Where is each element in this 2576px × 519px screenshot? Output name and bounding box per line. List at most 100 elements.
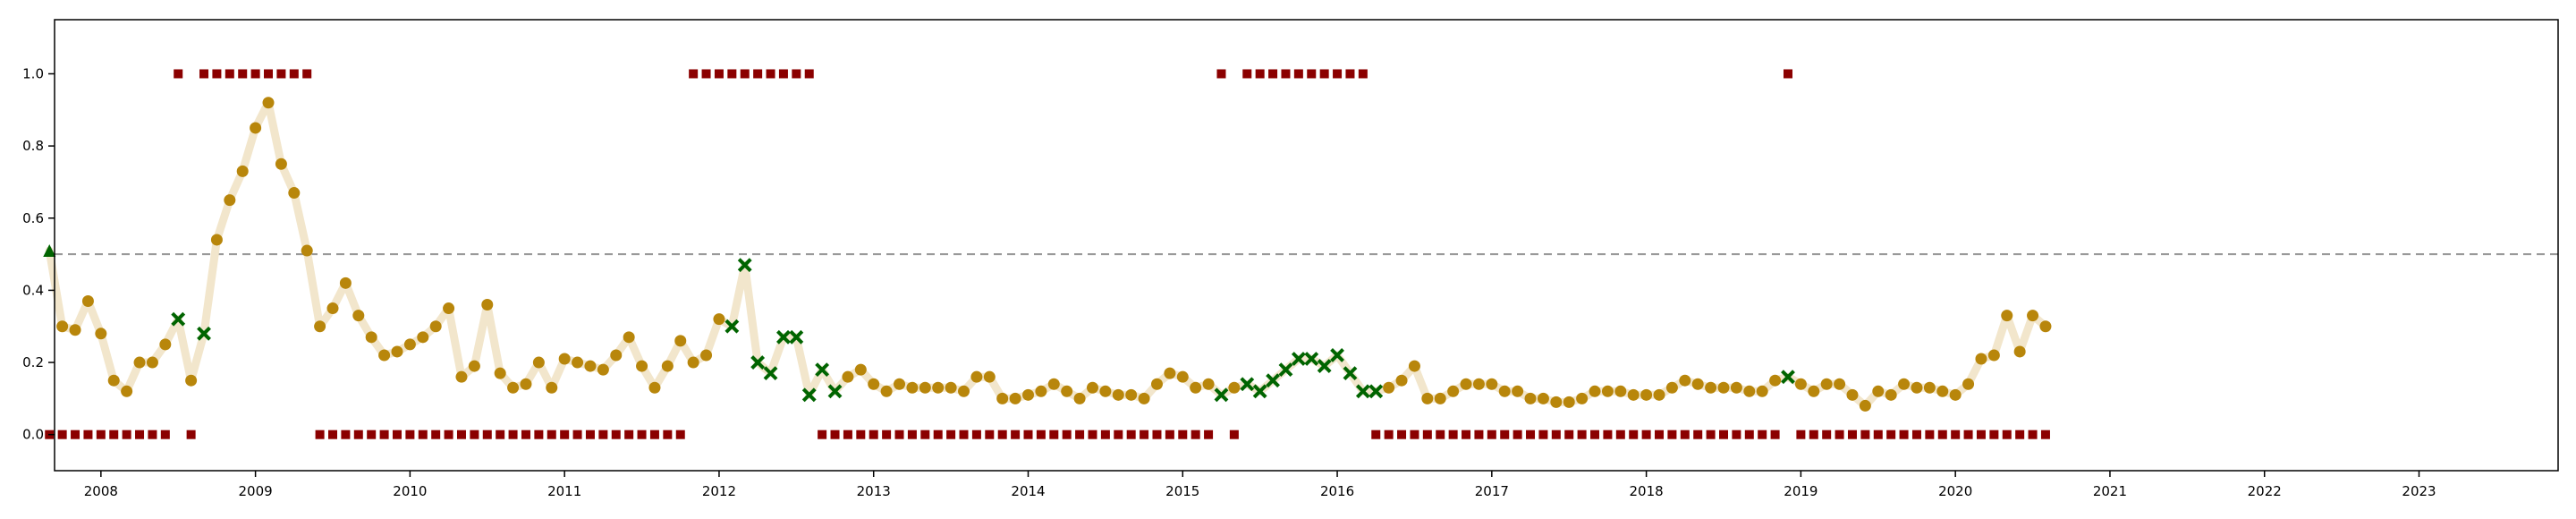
label-marker (1783, 69, 1792, 79)
score-point (69, 324, 81, 336)
score-point (1486, 378, 1498, 390)
label-marker (1899, 430, 1909, 439)
label-marker (1551, 430, 1561, 439)
label-marker (1293, 69, 1303, 79)
score-point (1421, 392, 1434, 404)
label-marker (1641, 430, 1651, 439)
x-tick-label: 2015 (1165, 483, 1199, 499)
score-point (1665, 381, 1678, 394)
score-point (2039, 320, 2052, 333)
score-point (1150, 378, 1163, 390)
label-marker (1719, 430, 1728, 439)
flagged-point (1252, 384, 1267, 399)
score-point (1022, 388, 1034, 401)
score-point (1447, 385, 1460, 397)
label-marker (1526, 430, 1536, 439)
flagged-point (763, 366, 778, 381)
label-marker (1036, 430, 1046, 439)
label-marker (379, 430, 389, 439)
score-point (250, 122, 262, 134)
label-marker (753, 69, 763, 79)
flagged-point (1355, 384, 1370, 399)
score-point (121, 385, 133, 397)
label-marker (1513, 430, 1522, 439)
flagged-point (1214, 387, 1229, 403)
score-point (1434, 392, 1446, 404)
label-marker (1732, 430, 1741, 439)
score-point (236, 165, 249, 177)
label-marker (560, 430, 570, 439)
flagged-point-stroke (827, 384, 843, 399)
score-point (932, 381, 945, 394)
label-marker (341, 430, 351, 439)
label-marker (985, 430, 995, 439)
score-point (1936, 385, 1949, 397)
label-marker (367, 430, 377, 439)
label-marker (804, 69, 814, 79)
label-marker (547, 430, 556, 439)
label-marker (1255, 69, 1265, 79)
score-point (700, 349, 713, 362)
label-marker (122, 430, 131, 439)
label-marker (598, 430, 608, 439)
label-marker (1204, 430, 1214, 439)
label-marker (792, 69, 801, 79)
score-point (314, 320, 326, 333)
score-point (81, 294, 94, 307)
score-point (1524, 392, 1537, 404)
flagged-point (1330, 348, 1344, 362)
label-marker (1268, 69, 1278, 79)
label-marker (71, 430, 80, 439)
label-marker (1860, 430, 1870, 439)
score-point (1834, 378, 1846, 390)
score-point (532, 356, 545, 369)
score-point (1962, 378, 1975, 390)
label-marker (920, 430, 930, 439)
score-point (1717, 381, 1730, 394)
plot-frame (54, 19, 2559, 472)
y-tick-label: 0.6 (22, 210, 44, 226)
score-point (339, 277, 352, 289)
label-marker (1358, 69, 1368, 79)
flagged-point (197, 326, 211, 341)
label-marker (1822, 430, 1832, 439)
flagged-point (1266, 373, 1280, 388)
score-point (919, 381, 931, 394)
flagged-point-stroke (1355, 384, 1370, 399)
label-marker (250, 69, 260, 79)
x-tick-label: 2010 (393, 483, 427, 499)
label-marker (148, 430, 157, 439)
label-marker (328, 430, 337, 439)
score-point (713, 313, 725, 326)
score-point (326, 302, 339, 315)
label-marker (1706, 430, 1716, 439)
label-marker (264, 69, 274, 79)
score-point (1498, 385, 1511, 397)
label-marker (1925, 430, 1935, 439)
label-marker (109, 430, 119, 439)
label-marker (637, 430, 647, 439)
score-point (1614, 385, 1627, 397)
label-marker (572, 430, 582, 439)
score-point (520, 378, 532, 390)
score-point (1035, 385, 1047, 397)
score-point (1061, 385, 1073, 397)
score-point (1679, 374, 1691, 387)
label-marker (160, 430, 170, 439)
score-point (468, 360, 480, 372)
label-marker (1114, 430, 1123, 439)
score-point (1859, 399, 1871, 412)
score-point (403, 338, 416, 351)
x-tick-label: 2023 (2402, 483, 2436, 499)
label-marker (1126, 430, 1136, 439)
flagged-point (789, 329, 804, 345)
score-point (1383, 381, 1395, 394)
score-point (159, 338, 172, 351)
label-marker (1345, 69, 1355, 79)
y-tick-label: 0.8 (22, 138, 44, 154)
y-tick-label: 0.0 (22, 427, 44, 443)
label-marker (1397, 430, 1407, 439)
score-point (1228, 381, 1241, 394)
flagged-point-stroke (1214, 387, 1229, 403)
